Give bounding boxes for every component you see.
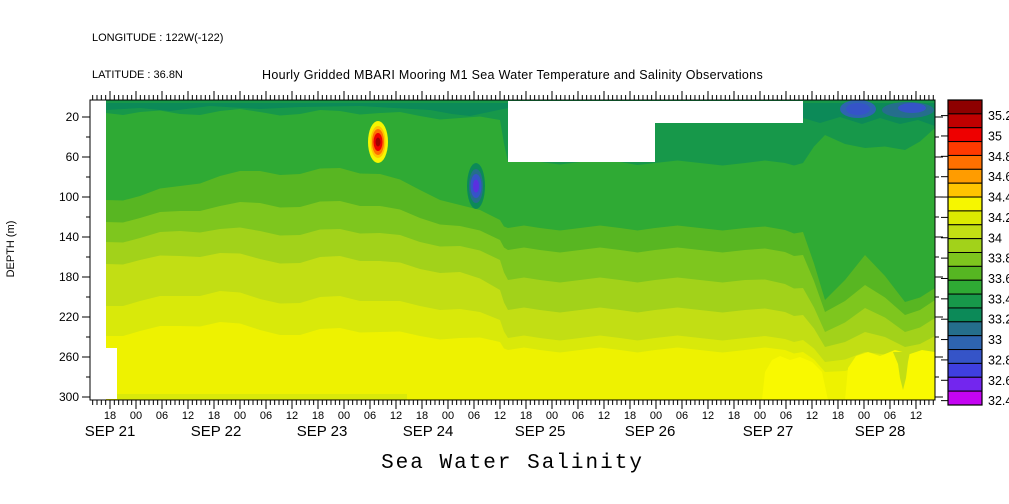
y-axis-labels: 20 60 100 140 180 220 260 300 bbox=[59, 110, 79, 404]
svg-text:00: 00 bbox=[858, 410, 870, 422]
svg-text:00: 00 bbox=[546, 410, 558, 422]
plot-title: Hourly Gridded MBARI Mooring M1 Sea Wate… bbox=[262, 68, 763, 82]
svg-text:35.2: 35.2 bbox=[988, 109, 1009, 123]
svg-text:33.4: 33.4 bbox=[988, 292, 1009, 306]
svg-text:18: 18 bbox=[104, 410, 116, 422]
svg-text:SEP 27: SEP 27 bbox=[743, 423, 794, 440]
svg-text:06: 06 bbox=[468, 410, 480, 422]
svg-text:06: 06 bbox=[780, 410, 792, 422]
svg-text:18: 18 bbox=[312, 410, 324, 422]
svg-text:18: 18 bbox=[208, 410, 220, 422]
svg-text:SEP 21: SEP 21 bbox=[85, 423, 136, 440]
svg-text:00: 00 bbox=[130, 410, 142, 422]
svg-text:32.4: 32.4 bbox=[988, 394, 1009, 408]
missing-data-region bbox=[508, 101, 655, 162]
svg-text:18: 18 bbox=[832, 410, 844, 422]
svg-text:33.2: 33.2 bbox=[988, 313, 1009, 327]
svg-text:260: 260 bbox=[59, 350, 79, 364]
svg-text:34.4: 34.4 bbox=[988, 191, 1009, 205]
svg-text:33: 33 bbox=[988, 333, 1002, 347]
missing-data-region bbox=[106, 348, 117, 399]
svg-text:12: 12 bbox=[182, 410, 194, 422]
latitude-label: LATITUDE : 36.8N bbox=[92, 69, 183, 81]
missing-data-region bbox=[90, 100, 106, 400]
svg-text:300: 300 bbox=[59, 390, 79, 404]
svg-text:06: 06 bbox=[260, 410, 272, 422]
missing-data-region bbox=[655, 101, 803, 123]
svg-text:SEP 22: SEP 22 bbox=[191, 423, 242, 440]
svg-text:12: 12 bbox=[494, 410, 506, 422]
longitude-label: LONGITUDE : 122W(-122) bbox=[92, 32, 224, 44]
svg-text:SEP 24: SEP 24 bbox=[403, 423, 454, 440]
svg-text:12: 12 bbox=[598, 410, 610, 422]
svg-text:SEP 28: SEP 28 bbox=[855, 423, 906, 440]
svg-text:35: 35 bbox=[988, 129, 1002, 143]
svg-text:18: 18 bbox=[624, 410, 636, 422]
svg-text:34.6: 34.6 bbox=[988, 170, 1009, 184]
svg-text:12: 12 bbox=[286, 410, 298, 422]
high-salinity-spot bbox=[368, 121, 388, 163]
svg-text:SEP 23: SEP 23 bbox=[297, 423, 348, 440]
svg-text:18: 18 bbox=[416, 410, 428, 422]
svg-text:00: 00 bbox=[650, 410, 662, 422]
svg-text:18: 18 bbox=[728, 410, 740, 422]
svg-text:06: 06 bbox=[156, 410, 168, 422]
svg-text:34.2: 34.2 bbox=[988, 211, 1009, 225]
svg-text:20: 20 bbox=[66, 110, 80, 124]
svg-text:32.6: 32.6 bbox=[988, 374, 1009, 388]
svg-text:34.8: 34.8 bbox=[988, 150, 1009, 164]
svg-text:06: 06 bbox=[884, 410, 896, 422]
svg-text:140: 140 bbox=[59, 230, 79, 244]
svg-text:00: 00 bbox=[234, 410, 246, 422]
svg-text:00: 00 bbox=[338, 410, 350, 422]
svg-text:00: 00 bbox=[754, 410, 766, 422]
svg-text:06: 06 bbox=[676, 410, 688, 422]
svg-text:33.6: 33.6 bbox=[988, 272, 1009, 286]
x-axis-hour-labels: 18 00 06 12 18 00 06 12 18 00 06 12 18 00 06 12 18 00 06 12… bbox=[104, 410, 922, 422]
svg-text:18: 18 bbox=[520, 410, 532, 422]
variable-title: Sea Water Salinity bbox=[381, 452, 644, 475]
svg-text:180: 180 bbox=[59, 270, 79, 284]
svg-text:12: 12 bbox=[390, 410, 402, 422]
svg-text:33.8: 33.8 bbox=[988, 252, 1009, 266]
svg-text:06: 06 bbox=[364, 410, 376, 422]
svg-text:12: 12 bbox=[702, 410, 714, 422]
axes bbox=[82, 91, 943, 409]
colorbar: 35.2 35 34.8 34.6 34.4 34.2 34 33.8 33.6 33.4 33.2… bbox=[941, 99, 1009, 408]
svg-text:100: 100 bbox=[59, 190, 79, 204]
svg-text:12: 12 bbox=[910, 410, 922, 422]
svg-text:SEP 26: SEP 26 bbox=[625, 423, 676, 440]
svg-text:220: 220 bbox=[59, 310, 79, 324]
svg-text:34: 34 bbox=[988, 231, 1002, 245]
svg-text:00: 00 bbox=[442, 410, 454, 422]
x-axis-date-labels: SEP 21 SEP 22 SEP 23 SEP 24 SEP 25 SEP 26 SEP … bbox=[85, 423, 906, 440]
svg-text:06: 06 bbox=[572, 410, 584, 422]
y-axis-title: DEPTH (m) bbox=[5, 221, 17, 278]
svg-text:SEP 25: SEP 25 bbox=[515, 423, 566, 440]
svg-text:32.8: 32.8 bbox=[988, 353, 1009, 367]
svg-text:12: 12 bbox=[806, 410, 818, 422]
svg-text:60: 60 bbox=[66, 150, 80, 164]
plot-area bbox=[89, 99, 936, 401]
low-salinity-spot bbox=[467, 163, 485, 209]
